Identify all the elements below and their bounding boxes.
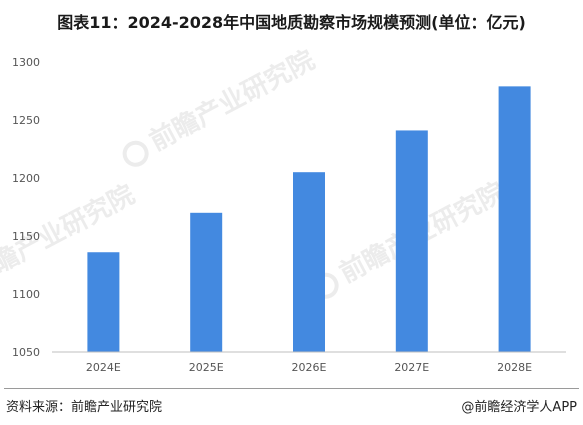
y-axis: 1050 1100 1150 1200 1250 1300	[12, 56, 40, 359]
x-tick-label: 2026E	[292, 361, 327, 374]
y-tick-label: 1100	[12, 288, 40, 301]
bar-2025E	[190, 212, 223, 352]
chart-title: 图表11：2024-2028年中国地质勘察市场规模预测(单位：亿元)	[57, 13, 526, 32]
y-tick-label: 1150	[12, 230, 40, 243]
y-tick-label: 1050	[12, 346, 40, 359]
x-tick-label: 2028E	[497, 361, 532, 374]
source-note: 资料来源：前瞻产业研究院	[6, 400, 163, 415]
y-tick-label: 1300	[12, 56, 40, 69]
x-tick-label: 2027E	[394, 361, 429, 374]
bar-series	[87, 86, 531, 353]
footer-divider	[4, 388, 579, 389]
x-tick-label: 2024E	[86, 361, 121, 374]
credit-note: @前瞻经济学人APP	[461, 400, 577, 415]
x-tick-label: 2025E	[189, 361, 224, 374]
bar-2024E	[87, 252, 120, 352]
y-tick-label: 1250	[12, 114, 40, 127]
x-axis: 2024E 2025E 2026E 2027E 2028E	[86, 361, 532, 374]
y-tick-label: 1200	[12, 172, 40, 185]
bar-2027E	[395, 130, 428, 352]
bar-2026E	[293, 172, 325, 352]
bar-2028E	[498, 86, 531, 353]
